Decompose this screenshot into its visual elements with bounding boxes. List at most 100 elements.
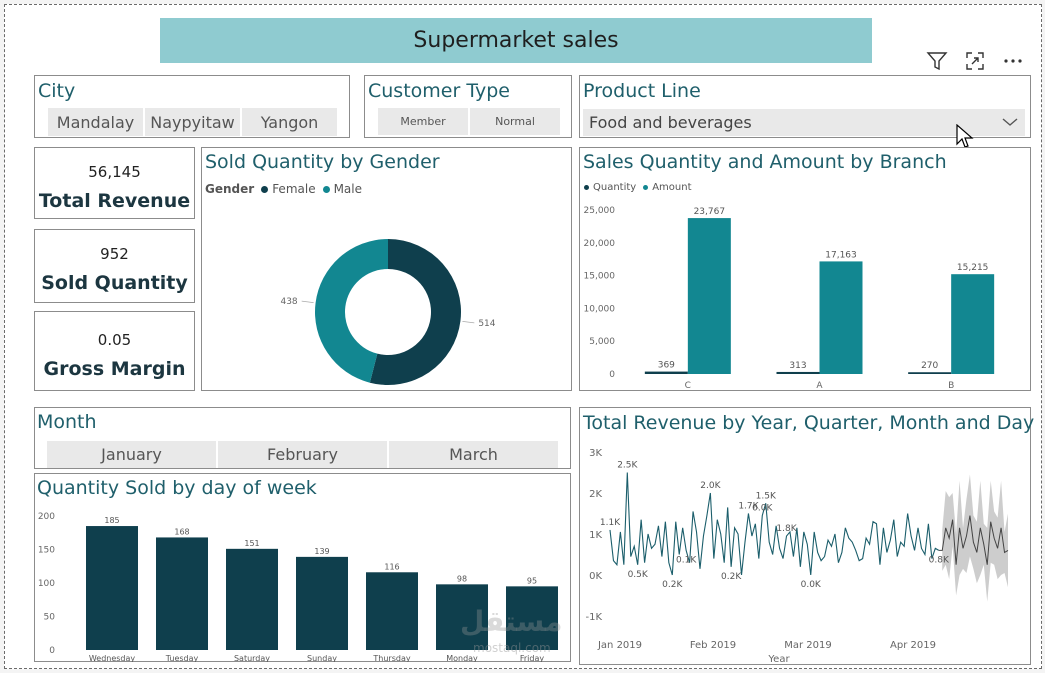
legend-dot-male [322,185,330,193]
branch-bar-amount-b [951,274,995,374]
month-option-march[interactable]: March [389,441,558,468]
revenue-point-label: 0.8K [929,555,950,565]
branch-xtick-label: C [685,381,691,391]
revenue-line [609,472,940,576]
dow-ytick-label: 50 [44,613,56,623]
gender-chart-title: Sold Quantity by Gender [205,151,440,173]
branch-bar-quantity-c [644,371,688,374]
gender-donut-chart[interactable]: Sold Quantity by Gender Gender Female Ma… [201,147,572,391]
revenue-ytick-label: -1K [585,612,602,623]
visual-toolbar [925,49,1025,73]
legend-dot-quantity [584,185,589,190]
branch-data-label: 23,767 [694,207,726,217]
revenue-point-label: 0.2K [721,572,742,582]
dow-ytick-label: 200 [38,512,55,522]
revenue-chart-svg: -1K 0K 1K 2K 3K 1.1K 2.5K 0.5K 0.2K 0.1K 2.0K 0.2K 1… [585,448,1009,663]
dow-ytick-label: 150 [38,546,55,556]
dow-data-label: 116 [384,562,399,571]
dow-ytick-label: 100 [38,579,55,589]
dow-xtick-label: Saturday [234,654,270,662]
legend-female: Female [272,182,316,196]
revenue-point-label: 1.5K [756,491,777,501]
branch-bar-amount-c [687,218,731,374]
revenue-xtick-label: Feb 2019 [690,640,736,651]
dow-chart-title: Quantity Sold by day of week [37,477,317,499]
dow-bar-saturday [226,548,278,650]
dow-data-label: 185 [104,516,119,525]
donut-label-male: 438 [280,297,297,307]
revenue-xtick-label: Apr 2019 [890,640,936,651]
month-option-february[interactable]: February [218,441,387,468]
revenue-point-label: 0.0K [801,580,822,590]
dow-xtick-label: Tuesday [165,654,199,662]
dow-data-label: 139 [314,547,329,556]
branch-ytick-label: 20,000 [584,239,616,249]
branch-ytick-label: 0 [609,370,615,380]
city-option-naypyitaw[interactable]: Naypyitaw [145,108,240,136]
branch-bar-chart[interactable]: Sales Quantity and Amount by Branch Quan… [579,147,1031,391]
branch-chart-title: Sales Quantity and Amount by Branch [583,151,947,173]
filter-icon[interactable] [925,49,949,73]
dow-bar-wednesday [86,526,138,650]
dow-bar-chart[interactable]: Quantity Sold by day of week 0 50 100 150 20… [34,473,571,662]
revenue-ytick-label: 0K [589,571,602,582]
dow-xtick-label: Wednesday [89,654,136,662]
branch-ytick-label: 25,000 [584,206,616,216]
revenue-point-label: 2.0K [700,481,721,491]
dow-bar-monday [436,584,488,650]
revenue-forecast-band [942,474,1008,602]
focus-mode-icon[interactable] [963,49,987,73]
branch-chart-svg: 0 5,000 10,000 15,000 20,000 25,000 369 23,767 C… [584,206,995,391]
revenue-point-label: 0.2K [662,580,683,590]
dow-xtick-label: Thursday [372,654,410,662]
kpi-sold-quantity-label: Sold Quantity [41,272,188,294]
dow-xtick-label: Monday [446,654,478,662]
city-slicer-title: City [38,80,76,102]
donut-slice-female [369,239,461,385]
dow-xtick-label: Sunday [307,654,337,662]
kpi-gross-margin-value: 0.05 [97,331,132,349]
dow-bar-friday [506,586,558,650]
kpi-sold-quantity-value: 952 [100,245,129,263]
chevron-down-icon [1001,113,1019,132]
revenue-point-label: 1.7K [738,502,759,512]
customer-type-option-member[interactable]: Member [378,108,468,135]
dow-bar-tuesday [156,537,208,650]
dow-data-label: 95 [527,576,537,585]
branch-data-label: 313 [789,361,806,371]
city-option-mandalay[interactable]: Mandalay [48,108,143,136]
dow-data-label: 168 [174,527,189,536]
dow-chart-svg: 0 50 100 150 200 185 Wednesday 168 Tuesday 151 Sat… [38,512,558,662]
branch-bar-amount-a [819,261,863,374]
branch-bar-quantity-b [908,372,952,374]
revenue-point-label: 1.1K [600,518,621,528]
kpi-total-revenue-value: 56,145 [88,163,141,181]
dow-data-label: 98 [457,574,467,583]
revenue-point-label: 2.5K [617,461,638,471]
product-line-title: Product Line [583,80,701,102]
legend-male: Male [333,182,363,196]
revenue-forecast-line [938,515,1009,565]
branch-data-label: 17,163 [825,250,857,260]
branch-data-label: 369 [658,361,675,371]
more-options-icon[interactable] [1001,49,1025,73]
customer-type-option-normal[interactable]: Normal [470,108,560,135]
gender-legend-title: Gender [205,182,255,196]
customer-type-title: Customer Type [368,80,510,102]
donut-leader-female [462,320,475,324]
kpi-total-revenue-label: Total Revenue [38,190,191,212]
branch-data-label: 270 [921,361,938,371]
city-option-yangon[interactable]: Yangon [242,108,337,136]
watermark-url: mostaql.com [473,641,551,655]
report-canvas: Supermarket sales City Mandalay Naypyita… [4,4,1042,669]
dow-data-label: 151 [244,539,259,548]
revenue-ytick-label: 3K [589,448,602,459]
revenue-line-chart[interactable]: Total Revenue by Year, Quarter, Month an… [579,407,1034,665]
customer-type-slicer: Customer Type Member Normal [364,75,572,138]
dow-bar-thursday [366,572,418,650]
month-option-january[interactable]: January [47,441,216,468]
dow-xtick-label: Friday [520,654,545,662]
gender-donut-svg: 514 438 [280,239,496,385]
product-line-dropdown[interactable]: Food and beverages [583,109,1025,136]
branch-ytick-label: 5,000 [589,337,615,347]
